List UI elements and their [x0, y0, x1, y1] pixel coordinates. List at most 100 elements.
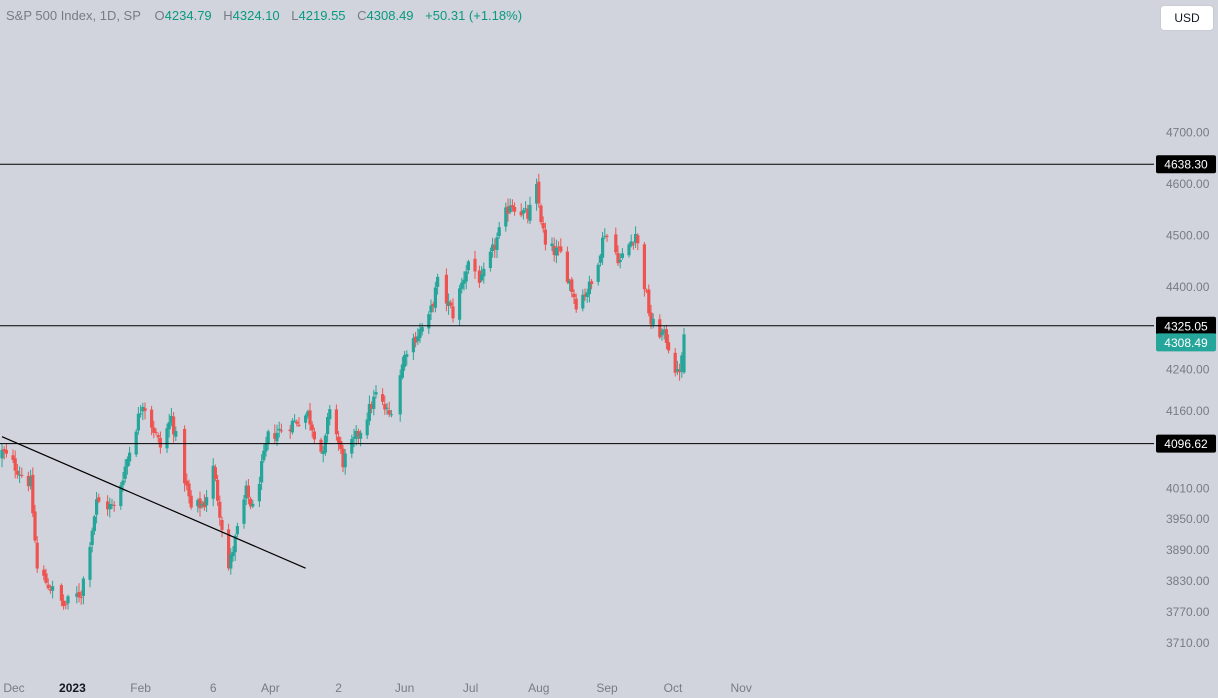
candle [216, 474, 220, 506]
candle [279, 423, 283, 434]
candle [444, 268, 448, 312]
candle [495, 232, 499, 258]
candle [667, 334, 671, 354]
candle [491, 237, 495, 258]
candle [572, 289, 576, 304]
x-tick-label: 2023 [59, 681, 86, 695]
candle [233, 533, 237, 561]
x-tick-label: Jul [463, 681, 478, 695]
candle [242, 494, 246, 529]
candle [405, 350, 409, 366]
candle [167, 413, 171, 438]
candle [48, 584, 52, 594]
candle [121, 471, 125, 492]
high-label: H [223, 8, 233, 23]
candle [535, 178, 539, 211]
candle [411, 333, 415, 361]
candle [678, 363, 682, 381]
candle [125, 456, 129, 475]
candle [143, 402, 147, 420]
candle [112, 500, 116, 512]
candle [550, 237, 554, 252]
candle [506, 198, 510, 222]
candle [585, 288, 589, 303]
candle [528, 196, 532, 224]
candle [664, 324, 668, 350]
y-tick-label: 3950.00 [1166, 512, 1210, 526]
candle [480, 266, 484, 283]
candle [196, 498, 200, 513]
x-tick-label: Nov [731, 681, 752, 695]
candle [218, 495, 222, 526]
candle [383, 395, 387, 415]
y-tick-label: 4400.00 [1166, 280, 1210, 294]
x-tick-label: Jun [395, 681, 414, 695]
candle [451, 298, 455, 323]
candle [403, 350, 407, 371]
x-tick-label: 6 [210, 681, 217, 695]
currency-button[interactable]: USD [1160, 5, 1214, 31]
candle [620, 248, 624, 260]
candle [574, 293, 578, 313]
candle [35, 536, 39, 573]
price-axis: 3710.00 3770.00 3830.00 3890.00 3950.00 4010.… [1166, 125, 1210, 650]
trendline[interactable] [1, 436, 306, 569]
candle [370, 401, 374, 414]
candle [165, 423, 169, 454]
candle [645, 288, 649, 294]
candle [4, 443, 8, 458]
candle [552, 237, 556, 262]
candle [75, 586, 79, 604]
symbol-legend: S&P 500 Index, 1D, SP O4234.79 H4324.10 … [6, 8, 530, 23]
candle [557, 241, 561, 256]
y-tick-label: 4240.00 [1166, 363, 1210, 377]
y-tick-label: 3710.00 [1166, 636, 1210, 650]
candle [172, 412, 176, 443]
level-price-label: 4096.62 [1156, 434, 1216, 453]
candle [356, 428, 360, 445]
candle [420, 323, 424, 336]
candle [616, 245, 620, 267]
candle [372, 389, 376, 416]
candle [328, 405, 332, 426]
candle [642, 241, 646, 297]
candle [416, 328, 420, 345]
candle [350, 434, 354, 459]
candle [414, 331, 418, 348]
candle [400, 356, 404, 380]
candle [277, 421, 281, 438]
candle [293, 414, 297, 423]
candle [95, 491, 99, 524]
candle [134, 429, 138, 457]
level-price-label: 4325.05 [1156, 316, 1216, 335]
candle [64, 600, 68, 610]
candle [381, 388, 385, 406]
candle [570, 277, 574, 298]
candle [367, 395, 371, 426]
candle [323, 433, 327, 456]
candle [559, 238, 563, 254]
candle [20, 467, 24, 478]
x-tick-label: Dec [3, 681, 24, 695]
change-value: +50.31 (+1.18%) [425, 8, 523, 23]
levels-layer [0, 163, 1154, 445]
candle [488, 247, 492, 272]
candle [59, 583, 63, 607]
y-tick-label: 3890.00 [1166, 543, 1210, 557]
candle [334, 404, 338, 441]
candle [647, 284, 651, 317]
x-tick-label: Sep [596, 681, 618, 695]
y-tick-label: 3770.00 [1166, 605, 1210, 619]
candle [601, 231, 605, 265]
candle [418, 323, 422, 344]
level-price-label: 4638.30 [1156, 155, 1216, 174]
candle [185, 473, 189, 491]
candle [33, 504, 37, 543]
candle [108, 497, 112, 518]
candle [581, 289, 585, 312]
candle [352, 428, 356, 448]
candle [200, 500, 204, 509]
candle [521, 207, 525, 220]
candle [154, 428, 158, 436]
